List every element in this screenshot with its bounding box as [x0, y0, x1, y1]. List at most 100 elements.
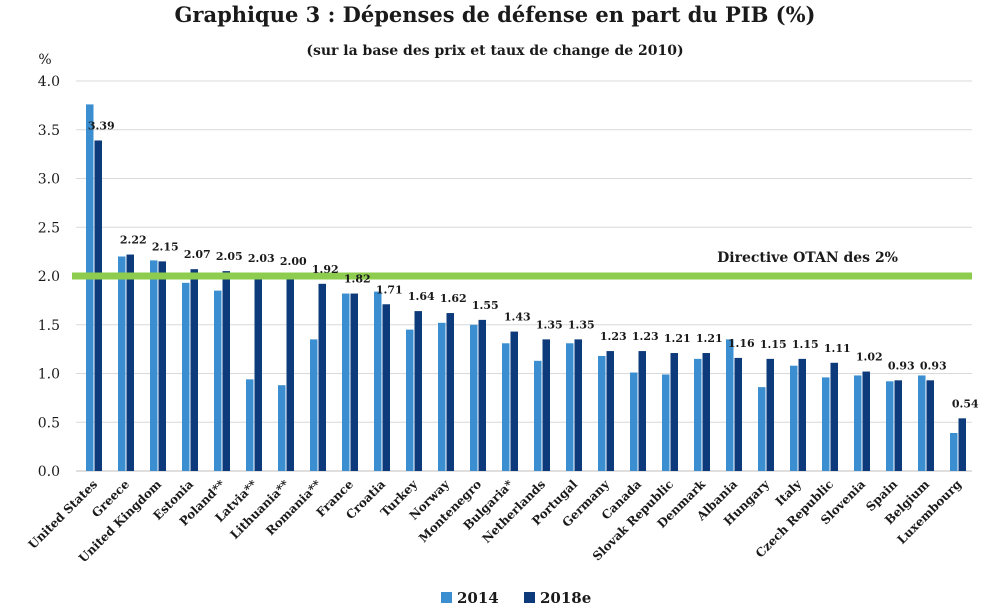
bar-2014-23 [822, 377, 830, 471]
bar-2018e-27 [958, 418, 966, 471]
y-tick-label: 0.5 [38, 415, 60, 431]
data-label: 2.00 [280, 255, 307, 268]
bar-2014-19 [694, 358, 702, 471]
reference-line-group: Directive OTAN des 2% [72, 250, 972, 280]
data-label: 0.93 [888, 359, 915, 372]
legend-swatch-2014 [441, 592, 452, 603]
data-label: 2.22 [120, 234, 147, 247]
data-label: 0.54 [952, 397, 979, 410]
bar-2018e-24 [862, 371, 870, 471]
data-label: 1.15 [792, 338, 819, 351]
chart-title: Graphique 3 : Dépenses de défense en par… [175, 2, 816, 27]
bar-2018e-0 [94, 140, 102, 471]
bar-2014-13 [502, 343, 510, 471]
bar-2014-14 [534, 360, 542, 471]
bar-2014-17 [630, 372, 638, 471]
bar-2014-9 [374, 291, 382, 471]
data-label: 1.43 [504, 311, 531, 324]
data-label: 1.35 [568, 318, 595, 331]
data-labels: 3.39 2.22 2.15 2.07 2.05 2.03 2.00 1.92 1.82 1.71… [88, 119, 979, 410]
y-tick-label: 2.0 [38, 269, 60, 285]
y-tick-label: 1.5 [38, 318, 60, 334]
chart-subtitle: (sur la base des prix et taux de change … [306, 43, 683, 59]
bar-2014-18 [662, 374, 670, 471]
bar-2014-5 [246, 379, 254, 471]
y-tick-label: 3.5 [38, 123, 60, 139]
legend-label-2014: 2014 [457, 589, 499, 607]
reference-line-label: Directive OTAN des 2% [717, 250, 898, 266]
bar-2018e-4 [222, 271, 230, 471]
y-tick-label: 1.0 [38, 367, 60, 383]
bar-2014-7 [310, 339, 318, 471]
bar-2018e-16 [606, 351, 614, 471]
bar-2014-8 [342, 293, 350, 471]
data-label: 1.11 [824, 342, 851, 355]
bar-2018e-19 [702, 353, 710, 471]
data-label: 0.93 [920, 359, 947, 372]
bar-2018e-7 [318, 283, 326, 471]
bar-2014-0 [86, 104, 94, 472]
data-label: 1.35 [536, 318, 563, 331]
bars [86, 104, 966, 472]
data-label: 1.64 [408, 290, 435, 303]
data-label: 1.02 [856, 351, 883, 364]
bar-2018e-12 [478, 319, 486, 471]
data-label: 2.15 [152, 240, 179, 253]
legend: 2014 2018e [441, 589, 591, 607]
y-tick-label: 4.0 [38, 74, 60, 90]
bar-2014-6 [278, 385, 286, 471]
data-label: 1.23 [632, 330, 659, 343]
data-label: 2.07 [184, 248, 211, 261]
bar-2014-2 [150, 260, 158, 471]
bar-2014-16 [598, 355, 606, 471]
bar-2018e-5 [254, 273, 262, 471]
data-label: 1.62 [440, 292, 467, 305]
bar-2018e-15 [574, 339, 582, 471]
category-label: United States [26, 477, 101, 552]
data-label: 2.03 [248, 252, 275, 265]
data-label: 1.21 [664, 332, 691, 345]
bar-2018e-13 [510, 331, 518, 471]
bar-2018e-21 [766, 358, 774, 471]
bar-2018e-26 [926, 380, 934, 471]
data-label: 1.55 [472, 299, 499, 312]
data-label: 3.39 [88, 119, 115, 132]
bar-2018e-11 [446, 313, 454, 471]
data-label: 2.05 [216, 250, 243, 263]
bar-2014-22 [790, 365, 798, 471]
bar-2014-20 [726, 339, 734, 471]
bar-2018e-18 [670, 353, 678, 471]
bar-2018e-22 [798, 358, 806, 471]
bar-2018e-23 [830, 362, 838, 471]
data-label: 1.16 [728, 337, 755, 350]
bar-2018e-14 [542, 339, 550, 471]
bar-2014-12 [470, 324, 478, 471]
bar-2018e-10 [414, 311, 422, 471]
data-label: 1.23 [600, 330, 627, 343]
bar-2014-21 [758, 387, 766, 471]
bar-2018e-3 [190, 269, 198, 471]
otan-2pct-line [72, 272, 972, 280]
bar-2014-10 [406, 329, 414, 471]
bar-2014-3 [182, 282, 190, 471]
y-tick-label: 3.0 [38, 172, 60, 188]
bar-2014-27 [950, 432, 958, 471]
bar-2014-11 [438, 322, 446, 471]
legend-swatch-2018e [524, 592, 535, 603]
bar-2018e-17 [638, 351, 646, 471]
y-axis-ticks: 0.0 0.5 1.0 1.5 2.0 2.5 3.0 3.5 4.0 [38, 74, 60, 480]
data-label: 1.21 [696, 332, 723, 345]
data-label: 1.71 [376, 283, 403, 296]
bar-2014-1 [118, 256, 126, 471]
bar-2014-24 [854, 375, 862, 471]
data-label: 1.82 [344, 273, 371, 286]
data-label: 1.92 [312, 263, 339, 276]
bar-2018e-9 [382, 304, 390, 471]
y-tick-label: 0.0 [38, 464, 60, 480]
bar-2018e-25 [894, 380, 902, 471]
bar-2018e-6 [286, 276, 294, 471]
bar-2014-26 [918, 375, 926, 471]
bar-2018e-8 [350, 293, 358, 471]
bar-2018e-2 [158, 261, 166, 471]
